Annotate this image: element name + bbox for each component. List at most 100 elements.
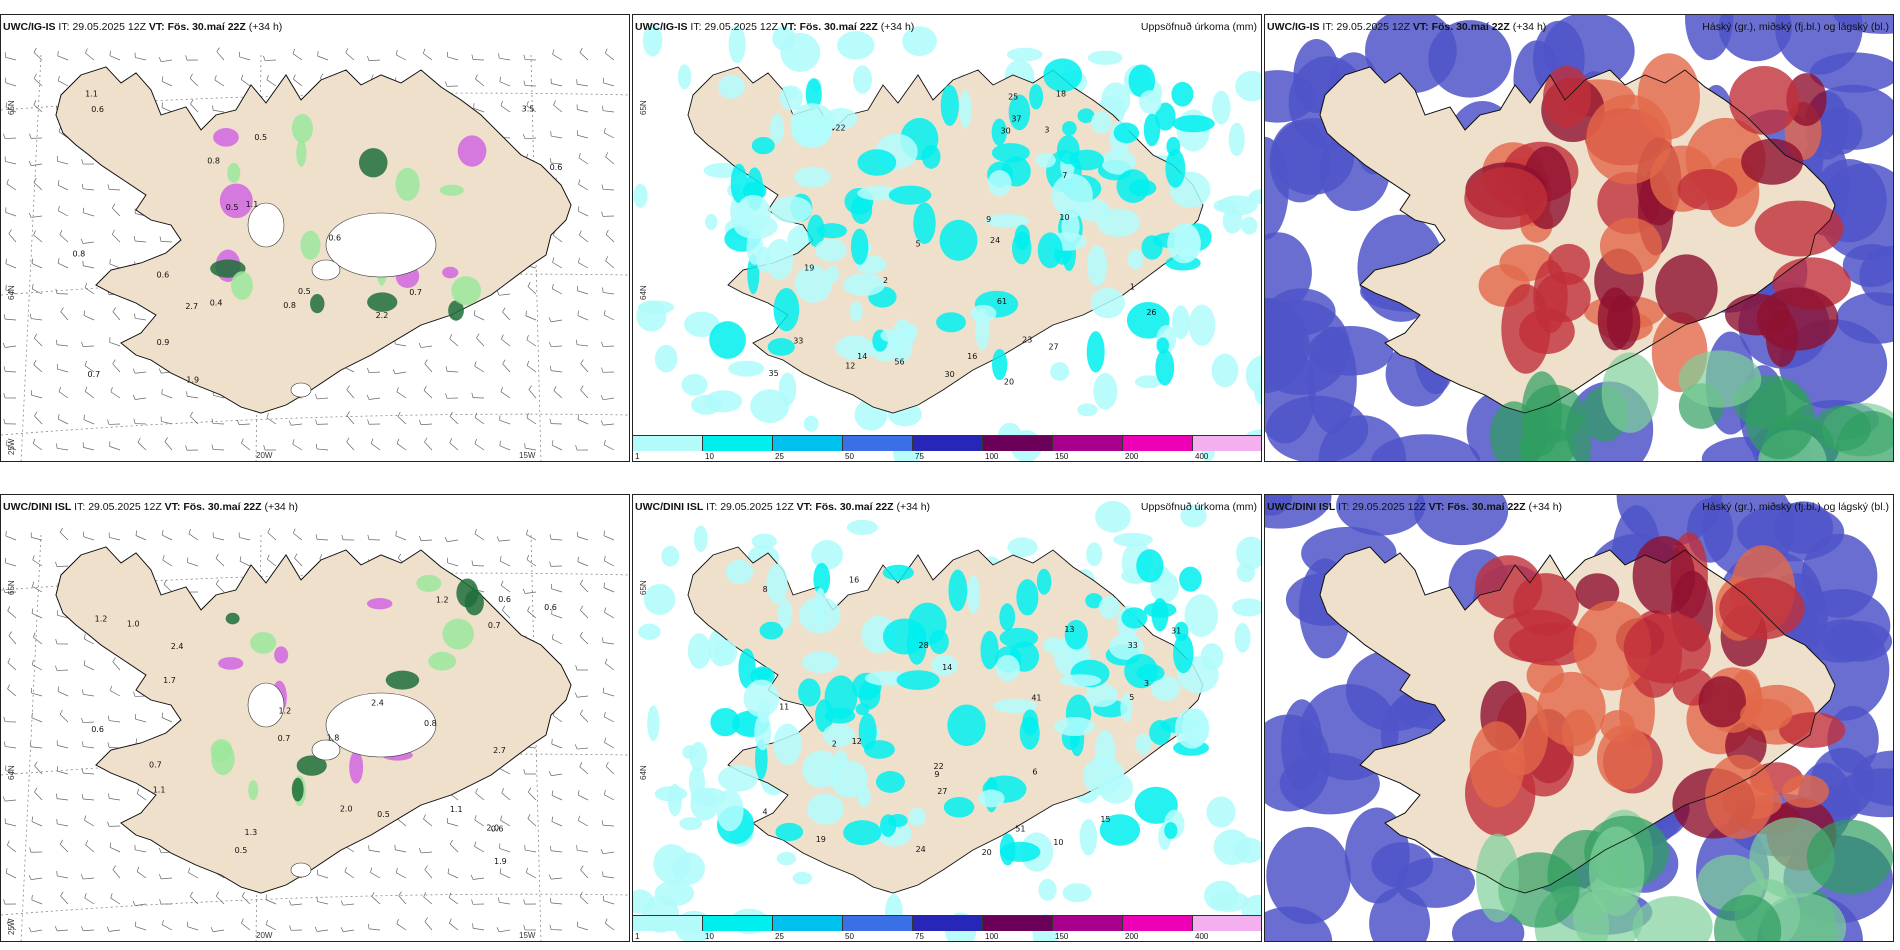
wind-barb bbox=[603, 642, 615, 645]
value-label: 51 bbox=[1015, 825, 1025, 834]
wind-barb bbox=[161, 534, 173, 541]
value-label: 16 bbox=[967, 352, 977, 361]
wind-barb bbox=[213, 109, 225, 113]
value-label: 33 bbox=[1128, 641, 1138, 650]
wind-barb bbox=[579, 766, 589, 775]
value-label: 1.8 bbox=[327, 734, 340, 743]
wind-barb bbox=[293, 78, 303, 87]
value-label: 0.4 bbox=[210, 298, 223, 307]
wind-barb bbox=[525, 137, 537, 140]
title-vt-label: VT: bbox=[780, 21, 797, 33]
wind-barb bbox=[112, 207, 121, 217]
value-label: 3.5 bbox=[522, 104, 535, 113]
wind-barb bbox=[344, 871, 355, 879]
wind-barb bbox=[317, 538, 329, 541]
wind-barb bbox=[424, 441, 433, 451]
wind-barb bbox=[31, 613, 43, 619]
wind-barb bbox=[395, 535, 407, 541]
wind-barb bbox=[345, 52, 355, 61]
colorbar-swatch bbox=[913, 435, 983, 451]
value-label: 9 bbox=[986, 215, 991, 224]
value-label: 0.8 bbox=[73, 249, 86, 258]
wind-barb bbox=[212, 423, 225, 425]
wind-barb bbox=[112, 311, 121, 321]
title-vt-label: VT: bbox=[164, 501, 181, 513]
wind-barb bbox=[83, 798, 95, 801]
title-vt-label: VT: bbox=[148, 21, 165, 33]
wind-barb bbox=[214, 79, 225, 87]
title-model: UWC/IG-IS bbox=[3, 21, 56, 33]
wind-barb bbox=[31, 899, 43, 905]
glaciers bbox=[247, 202, 437, 398]
wind-barb bbox=[577, 109, 589, 113]
wind-barb bbox=[580, 363, 589, 373]
wind-barb bbox=[605, 260, 615, 269]
wind-barb bbox=[551, 538, 563, 541]
wind-barb bbox=[31, 717, 43, 723]
wind-barb bbox=[83, 877, 95, 880]
value-label: 0.6 bbox=[498, 595, 511, 604]
wind-barb bbox=[447, 822, 459, 827]
wind-barb bbox=[135, 371, 147, 374]
wind-barb bbox=[264, 59, 277, 61]
wind-barb bbox=[500, 768, 511, 775]
value-label: 1.3 bbox=[244, 828, 257, 837]
value-label: 3 bbox=[1144, 679, 1149, 688]
value-label: 14 bbox=[857, 352, 867, 361]
value-label: 22 bbox=[835, 124, 845, 133]
value-label: 7 bbox=[1062, 171, 1067, 180]
wind-barb bbox=[32, 443, 43, 451]
colorbar-swatch bbox=[703, 435, 773, 451]
wind-barb bbox=[5, 107, 17, 113]
value-label: 1.2 bbox=[278, 707, 291, 716]
value-label: 0.7 bbox=[278, 734, 291, 743]
wind-barb bbox=[423, 390, 433, 399]
wind-barb bbox=[161, 421, 173, 425]
wind-barb bbox=[83, 746, 95, 749]
colorbar-swatch bbox=[1123, 435, 1193, 451]
wind-barb bbox=[475, 78, 485, 87]
wind-barb bbox=[578, 184, 589, 191]
wind-barb bbox=[368, 371, 381, 374]
wind-barb bbox=[216, 895, 225, 905]
value-label: 0.5 bbox=[226, 203, 239, 212]
wind-barb bbox=[528, 791, 537, 801]
wind-barb bbox=[397, 818, 407, 827]
title-vt-value: Fös. 30.maí 22Z bbox=[815, 501, 894, 513]
wind-barb bbox=[31, 394, 43, 399]
wind-barb bbox=[474, 846, 485, 853]
title-model: UWC/IG-IS bbox=[1267, 21, 1320, 33]
wind-barb bbox=[551, 162, 563, 165]
wind-barb bbox=[605, 766, 615, 775]
title-vt-label: VT: bbox=[796, 501, 813, 513]
value-label: 12 bbox=[845, 362, 855, 371]
wind-barb bbox=[343, 929, 355, 933]
value-label: 27 bbox=[937, 787, 947, 796]
value-label: 2 bbox=[883, 276, 888, 285]
title-lead: (+34 h) bbox=[880, 21, 915, 33]
wind-barb bbox=[346, 441, 355, 451]
value-label: 4 bbox=[763, 807, 768, 816]
wind-barb bbox=[5, 746, 17, 749]
wind-barb bbox=[474, 417, 485, 425]
wind-barb bbox=[109, 847, 121, 853]
wind-barb bbox=[552, 638, 563, 645]
wind-barb bbox=[604, 663, 615, 671]
wind-barb bbox=[502, 609, 511, 619]
panel-dini-precip: 11 16 14 13 27 31 28 33 24 20 15 19 22 51 41 9 6 4 3 2 5 8 10 1… bbox=[632, 494, 1262, 942]
wind-barb bbox=[527, 818, 537, 827]
wind-barb bbox=[31, 318, 43, 321]
lat-label: 65N bbox=[639, 580, 648, 595]
value-label: 0.6 bbox=[544, 603, 557, 612]
wind-barb bbox=[605, 234, 615, 243]
lon-label: 20W bbox=[256, 451, 273, 460]
wind-barb bbox=[396, 443, 407, 451]
title-vt-value: Fös. 30.maí 22Z bbox=[167, 21, 246, 33]
wind-barb bbox=[552, 715, 563, 723]
wind-barb bbox=[109, 446, 121, 451]
wind-barb bbox=[5, 161, 17, 165]
colorbar-swatch bbox=[773, 915, 843, 931]
wind-barb bbox=[5, 562, 17, 567]
title-it-label: IT: bbox=[74, 501, 86, 513]
wind-barb bbox=[109, 720, 121, 723]
